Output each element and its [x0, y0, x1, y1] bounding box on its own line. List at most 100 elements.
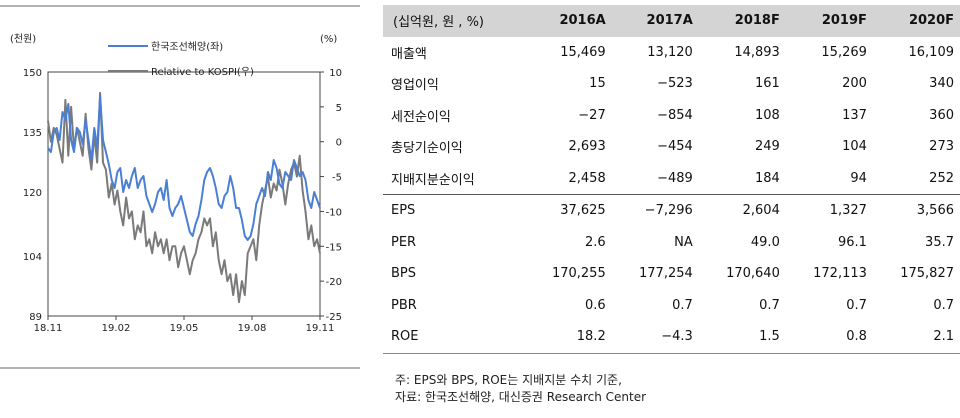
cell-value: 0.7 [933, 297, 954, 313]
row-label: BPS [391, 266, 417, 282]
footnotes: 주: EPS와 BPS, ROE는 지배지분 수치 기준, 자료: 한국조선해양… [395, 372, 646, 406]
cell-value: NA [674, 234, 693, 250]
cell-value: 170,640 [726, 266, 780, 282]
note-line-2: 자료: 한국조선해양, 대신증권 Research Center [395, 390, 647, 404]
table-row: 매출액 15,469 13,120 14,893 15,269 16,109 [383, 37, 960, 69]
header-year: 2016A [559, 13, 606, 29]
cell-value: −523 [657, 76, 693, 92]
row-label: 지배지분순이익 [391, 172, 475, 188]
left-tick-label: 104 [23, 252, 42, 263]
cell-value: 49.0 [750, 234, 780, 250]
cell-value: 360 [929, 107, 954, 123]
left-tick-label: 150 [23, 68, 42, 79]
cell-value: 35.7 [925, 234, 954, 250]
x-tick-label: 19.08 [238, 323, 267, 334]
stock-chart: (천원) (%) 한국조선해양(좌) Relative to KOSPI(우) … [0, 0, 368, 375]
cell-value: 0.6 [585, 297, 606, 313]
cell-value: −854 [657, 107, 693, 123]
cell-value: 18.2 [524, 321, 612, 354]
legend-label-company: 한국조선해양(좌) [151, 40, 223, 53]
cell-value: 2.1 [872, 321, 960, 354]
cell-value: 37,625 [524, 194, 612, 227]
legend-label-relative: Relative to KOSPI(우) [151, 66, 254, 78]
right-tick-label: -5 [332, 173, 342, 184]
header-year: 2019F [821, 13, 867, 29]
right-tick-label: 0 [336, 138, 342, 149]
cell-value: 175,827 [900, 266, 954, 282]
right-tick-label: -15 [326, 242, 342, 253]
cell-value: 137 [842, 107, 867, 123]
right-tick-label: -25 [326, 312, 342, 323]
table-row: EPS 37,625 −7,296 2,604 1,327 3,566 [383, 194, 960, 227]
x-tick-label: 19.02 [102, 323, 131, 334]
row-label: PBR [391, 297, 417, 313]
row-label: 매출액 [391, 46, 427, 62]
right-tick-label: 10 [329, 68, 342, 79]
cell-value: 15,469 [560, 44, 606, 60]
row-label: EPS [383, 194, 525, 227]
series-line-company [47, 95, 321, 241]
cell-value: 2,604 [698, 194, 786, 227]
right-tick-label: 5 [336, 103, 342, 114]
cell-value: −27 [578, 107, 606, 123]
cell-value: 16,109 [908, 44, 955, 60]
left-tick-label: 135 [23, 128, 42, 139]
cell-value: 15,269 [821, 44, 867, 60]
cell-value: 1,327 [785, 194, 873, 227]
cell-value: 96.1 [837, 234, 867, 250]
header-year: 2020F [908, 13, 954, 29]
cell-value: −454 [657, 139, 693, 155]
row-label: 총당기순이익 [391, 141, 463, 157]
cell-value: 2.6 [585, 234, 606, 250]
cell-value: −4.3 [611, 321, 699, 354]
row-label: PER [391, 234, 417, 250]
note-line-1: 주: EPS와 BPS, ROE는 지배지분 수치 기준, [395, 373, 622, 387]
legend: 한국조선해양(좌) Relative to KOSPI(우) [108, 40, 254, 78]
table-body: 매출액 15,469 13,120 14,893 15,269 16,109 영업이익 15 −… [383, 37, 960, 354]
cell-value: 184 [755, 170, 780, 186]
cell-value: 94 [850, 170, 867, 186]
row-label: 영업이익 [391, 78, 439, 94]
cell-value: 340 [929, 76, 954, 92]
table-header-row: (십억원, 원 , %) 2016A 2017A 2018F 2019F 2020F [383, 5, 960, 37]
table-row: 세전순이익 −27 −854 108 137 360 [383, 100, 960, 132]
cell-value: 177,254 [639, 266, 693, 282]
cell-value: 249 [755, 139, 780, 155]
right-axis: 10 5 0 -5 -10 -15 -20 -25 [320, 68, 342, 323]
series-group [47, 91, 321, 304]
table-row: PBR 0.6 0.7 0.7 0.7 0.7 [383, 290, 960, 322]
left-axis-unit: (천원) [10, 33, 36, 45]
cell-value: 0.7 [672, 297, 693, 313]
row-label: ROE [383, 321, 525, 354]
right-axis-unit: (%) [320, 34, 337, 45]
left-tick-label: 120 [23, 188, 42, 199]
plot-frame [47, 71, 321, 317]
table-row: PER 2.6 NA 49.0 96.1 35.7 [383, 227, 960, 259]
cell-value: 0.7 [846, 297, 867, 313]
cell-value: 14,893 [734, 44, 780, 60]
chart-svg: (천원) (%) 한국조선해양(좌) Relative to KOSPI(우) … [0, 5, 360, 369]
header-year: 2018F [734, 13, 780, 29]
cell-value: 2,693 [568, 139, 606, 155]
x-axis: 18.11 19.02 19.05 19.08 19.11 [34, 316, 335, 334]
table-row: BPS 170,255 177,254 170,640 172,113 175,827 [383, 258, 960, 290]
cell-value: 13,120 [647, 44, 693, 60]
cell-value: −489 [657, 170, 693, 186]
header-year: 2017A [646, 13, 693, 29]
x-tick-label: 18.11 [34, 323, 63, 334]
financial-table: (십억원, 원 , %) 2016A 2017A 2018F 2019F 2020F 매출… [383, 5, 960, 354]
table-row: ROE 18.2 −4.3 1.5 0.8 2.1 [383, 321, 960, 354]
table-row: 지배지분순이익 2,458 −489 184 94 252 [383, 163, 960, 195]
cell-value: 15 [589, 76, 606, 92]
x-tick-label: 19.11 [306, 323, 335, 334]
cell-value: 273 [929, 139, 954, 155]
cell-value: 104 [842, 139, 867, 155]
table-row: 영업이익 15 −523 161 200 340 [383, 68, 960, 100]
left-tick-label: 89 [29, 312, 42, 323]
row-label: 세전순이익 [391, 109, 451, 125]
left-axis: 150 135 120 104 89 [23, 68, 42, 323]
financial-table-panel: (십억원, 원 , %) 2016A 2017A 2018F 2019F 2020F 매출… [383, 5, 960, 354]
cell-value: 108 [755, 107, 780, 123]
x-tick-label: 19.05 [170, 323, 199, 334]
right-tick-label: -20 [326, 277, 342, 288]
